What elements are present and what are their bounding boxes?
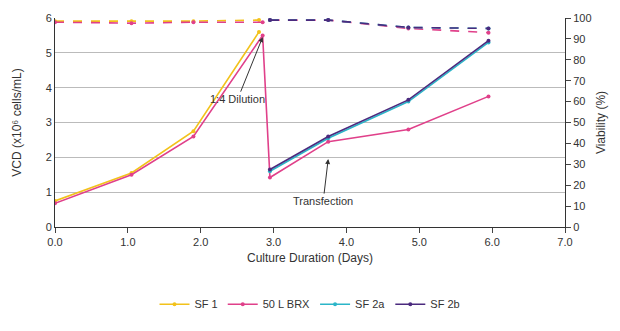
svg-text:5.0: 5.0 bbox=[412, 236, 427, 248]
svg-text:1:4 Dilution: 1:4 Dilution bbox=[210, 93, 265, 105]
svg-text:2.0: 2.0 bbox=[193, 236, 208, 248]
svg-text:SF 2a: SF 2a bbox=[355, 298, 385, 310]
svg-text:1.0: 1.0 bbox=[120, 236, 135, 248]
svg-text:5: 5 bbox=[46, 47, 52, 59]
svg-text:SF 1: SF 1 bbox=[195, 298, 218, 310]
svg-text:6.0: 6.0 bbox=[484, 236, 499, 248]
svg-text:7.0: 7.0 bbox=[557, 236, 572, 248]
svg-text:60: 60 bbox=[573, 95, 585, 107]
svg-text:VCD (x10⁶ cells/mL): VCD (x10⁶ cells/mL) bbox=[10, 68, 24, 176]
svg-text:Viability (%): Viability (%) bbox=[594, 91, 608, 154]
svg-text:SF 2b: SF 2b bbox=[430, 298, 459, 310]
svg-text:100: 100 bbox=[573, 12, 591, 24]
svg-text:Culture Duration (Days): Culture Duration (Days) bbox=[247, 251, 373, 265]
svg-text:90: 90 bbox=[573, 33, 585, 45]
svg-text:3: 3 bbox=[46, 116, 52, 128]
svg-text:0: 0 bbox=[573, 221, 579, 233]
svg-text:3.0: 3.0 bbox=[266, 236, 281, 248]
svg-text:4: 4 bbox=[46, 82, 52, 94]
svg-text:30: 30 bbox=[573, 158, 585, 170]
svg-text:4.0: 4.0 bbox=[339, 236, 354, 248]
svg-text:0.0: 0.0 bbox=[47, 236, 62, 248]
svg-text:1: 1 bbox=[46, 186, 52, 198]
svg-text:2: 2 bbox=[46, 151, 52, 163]
svg-text:10: 10 bbox=[573, 200, 585, 212]
svg-text:Transfection: Transfection bbox=[293, 195, 353, 207]
svg-text:50: 50 bbox=[573, 116, 585, 128]
svg-text:20: 20 bbox=[573, 179, 585, 191]
svg-text:6: 6 bbox=[46, 12, 52, 24]
svg-text:80: 80 bbox=[573, 54, 585, 66]
svg-text:70: 70 bbox=[573, 75, 585, 87]
svg-text:0: 0 bbox=[46, 221, 52, 233]
svg-text:50 L BRX: 50 L BRX bbox=[263, 298, 310, 310]
svg-text:40: 40 bbox=[573, 137, 585, 149]
